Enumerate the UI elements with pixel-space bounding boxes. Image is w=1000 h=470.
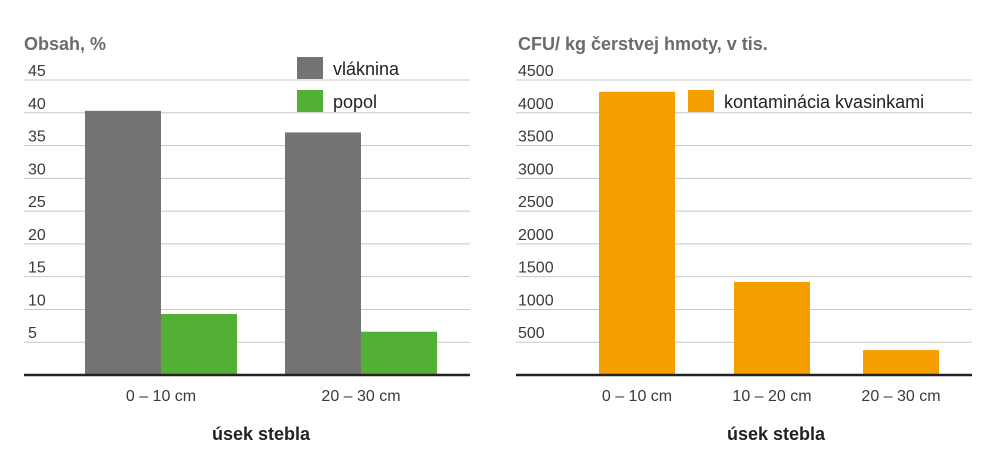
right-category-label: 0 – 10 cm xyxy=(602,388,672,405)
right-bar xyxy=(863,350,939,375)
left-category-label: 0 – 10 cm xyxy=(126,388,196,405)
right-y-tick-label: 3500 xyxy=(518,129,554,146)
left-category-label: 20 – 30 cm xyxy=(321,388,400,405)
right-y-tick-label: 1500 xyxy=(518,260,554,277)
left-y-tick-label: 45 xyxy=(28,63,46,80)
right-y-axis-title: CFU/ kg čerstvej hmoty, v tis. xyxy=(518,34,768,54)
left-y-tick-label: 25 xyxy=(28,194,46,211)
legend-label-yeast: kontaminácia kvasinkami xyxy=(724,92,924,112)
left-bar xyxy=(161,314,237,375)
legend-swatch-ash xyxy=(297,90,323,112)
right-y-tick-label: 1000 xyxy=(518,292,554,309)
right-bar xyxy=(599,91,675,376)
left-bar xyxy=(361,331,437,375)
legend-label-fiber: vláknina xyxy=(333,59,400,79)
left-bar xyxy=(285,132,361,375)
left-y-tick-label: 10 xyxy=(28,292,46,309)
right-category-label: 20 – 30 cm xyxy=(861,388,940,405)
legend-label-ash: popol xyxy=(333,92,377,112)
left-legend: vláknina popol xyxy=(297,57,400,112)
right-y-tick-label: 3000 xyxy=(518,161,554,178)
left-y-tick-label: 35 xyxy=(28,129,46,146)
legend-swatch-yeast xyxy=(688,90,714,112)
right-y-tick-label: 2500 xyxy=(518,194,554,211)
right-y-tick-label: 4500 xyxy=(518,63,554,80)
chart-yeast-contamination: CFU/ kg čerstvej hmoty, v tis. 500 1000 15… xyxy=(516,34,972,444)
left-y-tick-label: 20 xyxy=(28,227,46,244)
left-x-axis-title: úsek stebla xyxy=(212,424,311,444)
right-y-tick-label: 4000 xyxy=(518,96,554,113)
legend-swatch-fiber xyxy=(297,57,323,79)
left-y-tick-label: 40 xyxy=(28,96,46,113)
left-y-tick-label: 5 xyxy=(28,325,37,342)
left-y-tick-label: 15 xyxy=(28,260,46,277)
left-y-axis-title: Obsah, % xyxy=(24,34,106,54)
right-legend: kontaminácia kvasinkami xyxy=(688,90,924,112)
right-x-axis-title: úsek stebla xyxy=(727,424,826,444)
right-y-tick-label: 500 xyxy=(518,325,545,342)
right-y-tick-label: 2000 xyxy=(518,227,554,244)
chart-fiber-ash: Obsah, % 5 10 15 20 25 30 35 40 45 0 – 10 cm 20 –… xyxy=(24,34,470,444)
right-category-label: 10 – 20 cm xyxy=(732,388,811,405)
left-bar xyxy=(85,110,161,376)
right-bar xyxy=(734,281,810,375)
left-y-tick-label: 30 xyxy=(28,161,46,178)
